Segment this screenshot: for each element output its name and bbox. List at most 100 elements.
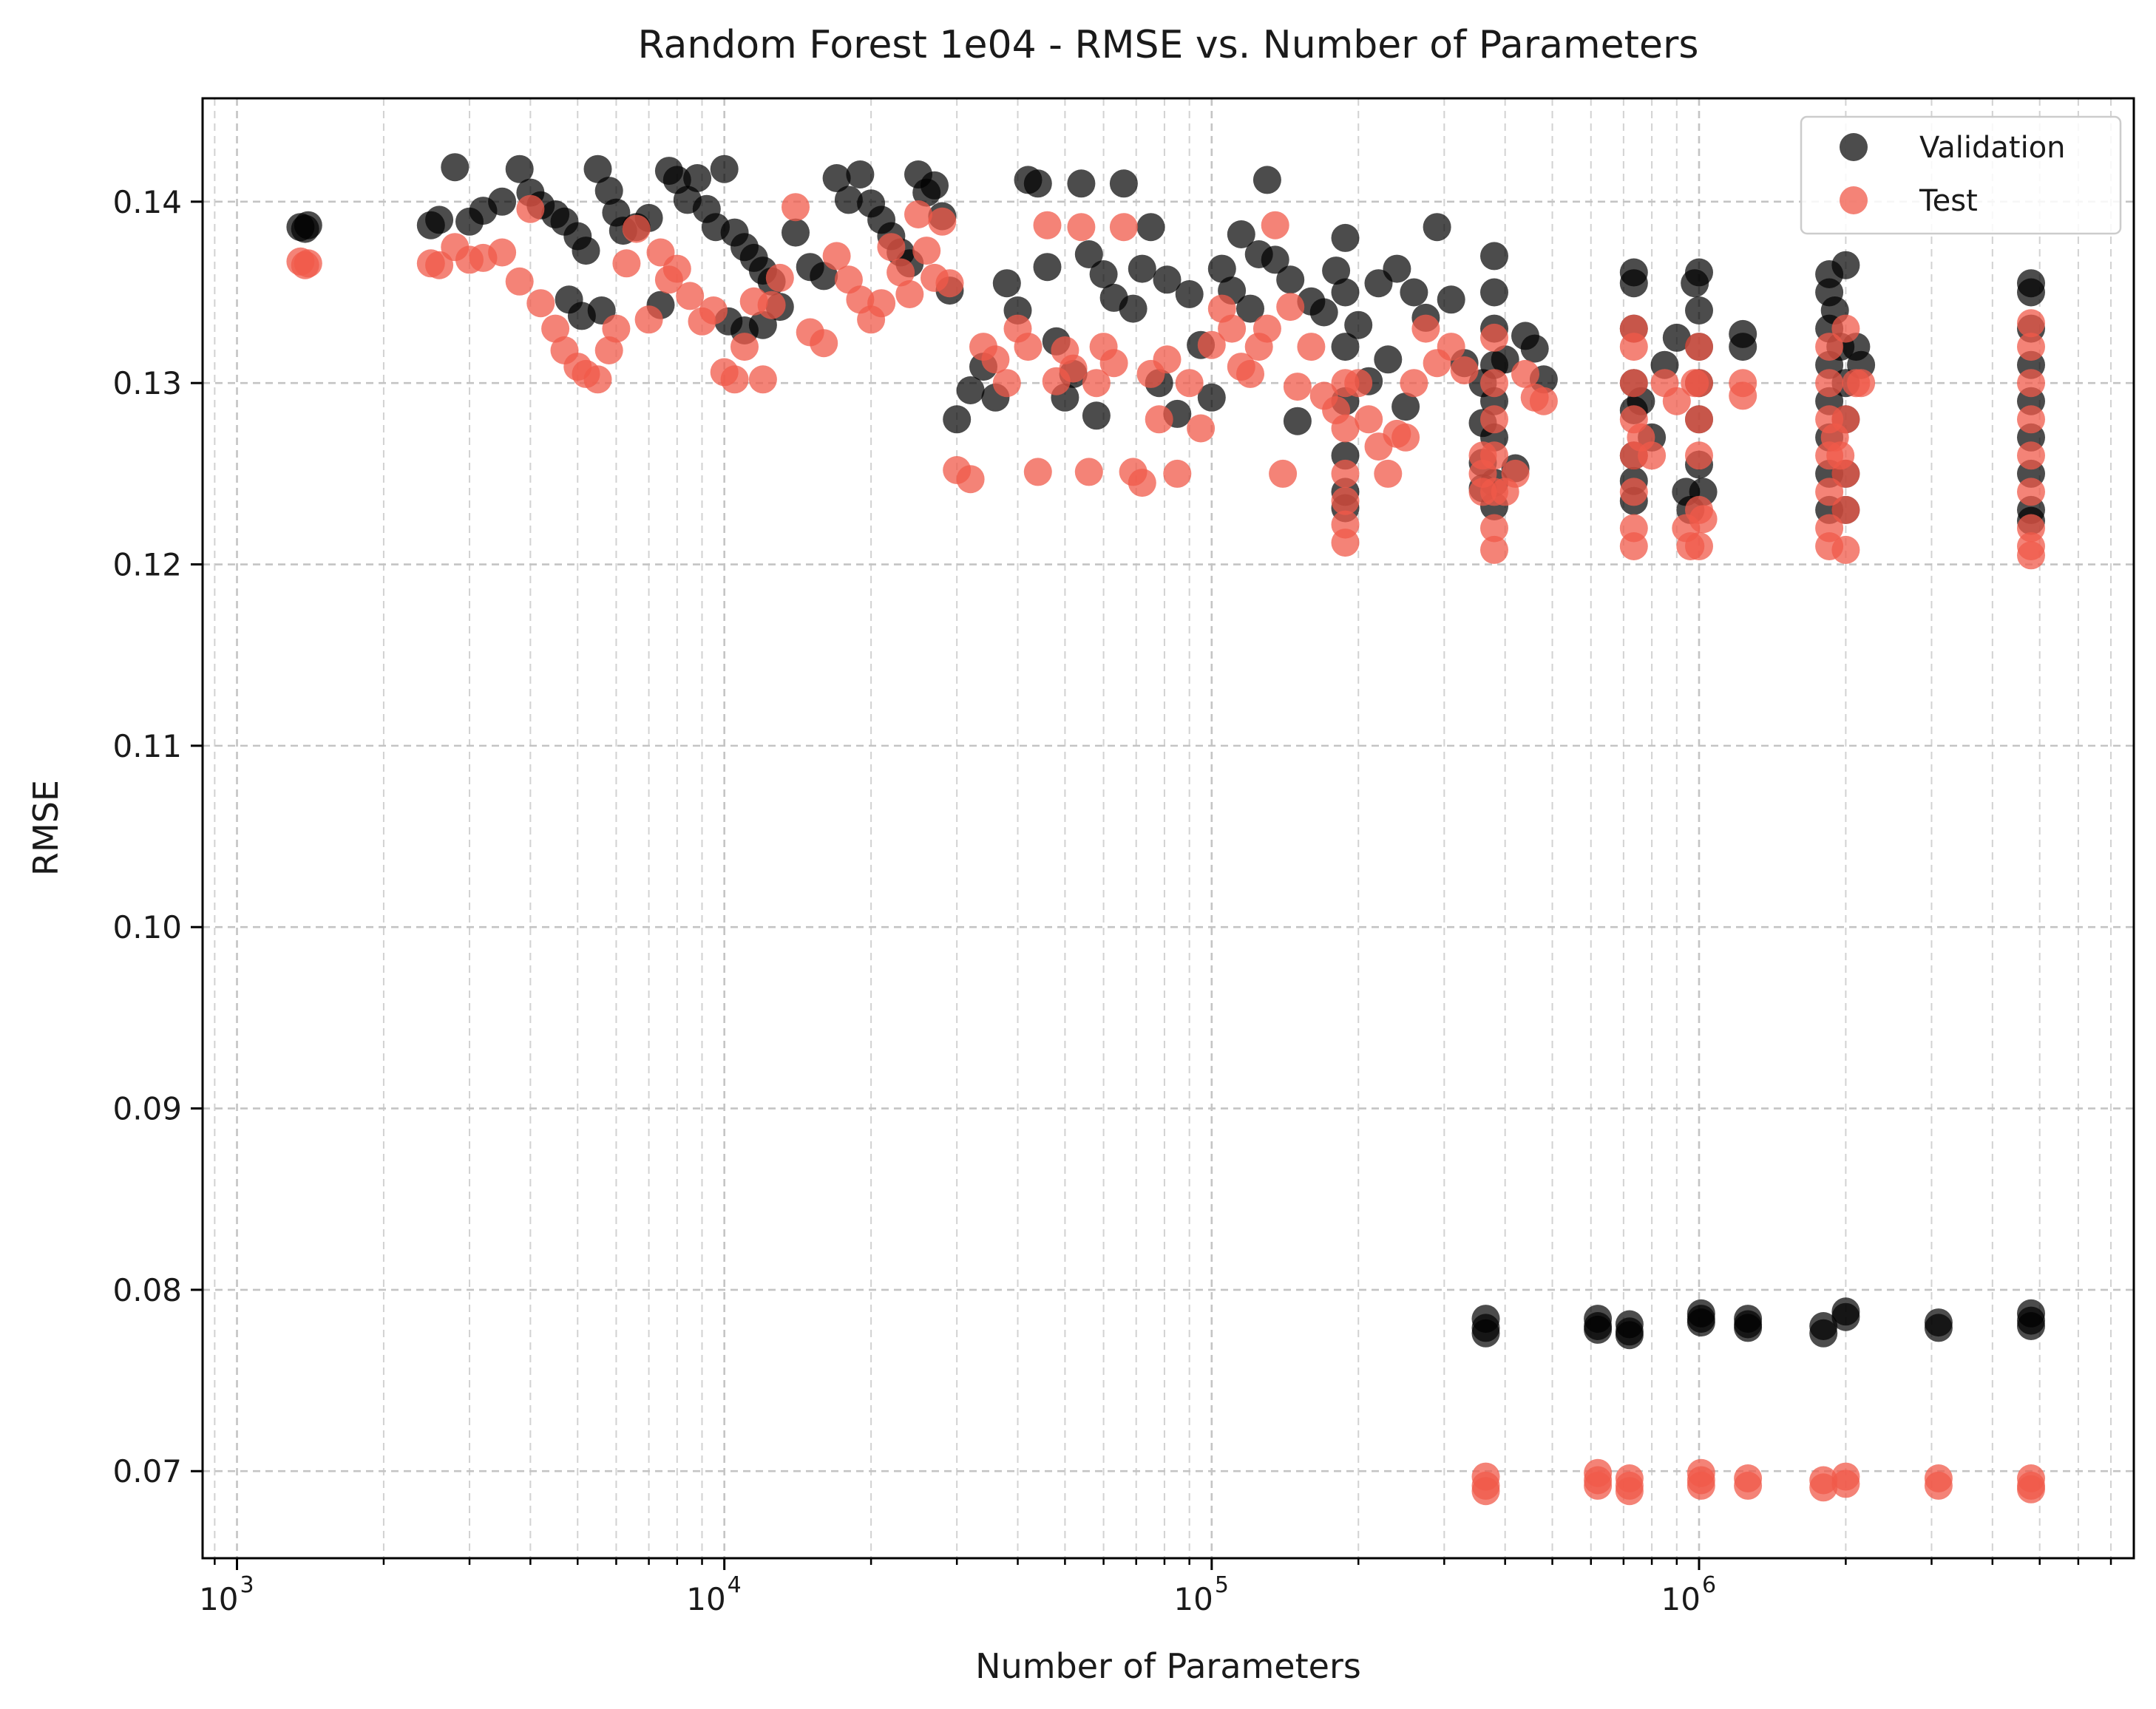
point-test [928, 207, 957, 236]
point-validation [1662, 323, 1691, 352]
point-test [1391, 423, 1420, 452]
point-test [699, 296, 728, 325]
point-validation [1471, 1319, 1500, 1348]
point-validation [834, 186, 863, 214]
point-test [1480, 514, 1508, 543]
x-tick-label-exponent: 4 [728, 1572, 742, 1598]
x-tick-label: 10 6 [1661, 1572, 1717, 1617]
point-validation [572, 237, 600, 265]
point-test [1023, 458, 1052, 486]
point-test [1619, 369, 1648, 398]
x-tick-label: 10 4 [686, 1572, 742, 1617]
point-test [583, 365, 612, 394]
point-test [992, 369, 1021, 398]
point-test [867, 289, 896, 318]
point-validation [1136, 213, 1165, 242]
point-test [1689, 505, 1718, 534]
x-tick-label-base: 10 [686, 1581, 725, 1617]
point-test [425, 251, 454, 279]
legend: Validation Test [1800, 115, 2122, 235]
point-test [1163, 459, 1192, 488]
point-test [1175, 369, 1204, 398]
point-validation [1520, 334, 1549, 363]
point-test [1331, 529, 1360, 557]
point-validation [1074, 240, 1103, 268]
point-validation [822, 164, 851, 192]
series-test [286, 193, 2045, 1506]
point-test [2017, 478, 2045, 506]
point-validation [488, 187, 517, 216]
point-test [1374, 459, 1403, 488]
point-test [622, 214, 651, 243]
point-test [1815, 478, 1844, 506]
point-validation [1729, 333, 1757, 361]
point-validation [1383, 254, 1411, 283]
point-test [782, 193, 810, 222]
point-test [1809, 1473, 1838, 1502]
point-test [877, 233, 906, 262]
point-test [1687, 1471, 1715, 1500]
point-validation [1331, 223, 1360, 252]
point-test [1662, 387, 1691, 415]
y-tick-label: 0.14 [112, 184, 182, 220]
point-test [526, 289, 555, 318]
axis-ticks: 10 3 10 4 10 5 10 60.070.080.090.100.110.120.13… [112, 184, 2112, 1617]
point-test [2017, 541, 2045, 570]
point-test [1450, 356, 1479, 384]
point-test [895, 280, 924, 308]
point-test [1082, 369, 1111, 398]
point-test [1619, 478, 1648, 506]
point-test [1331, 459, 1360, 488]
point-validation [1309, 298, 1338, 327]
point-validation [1067, 169, 1096, 198]
x-axis-title: Number of Parameters [975, 1646, 1361, 1686]
point-test [1831, 495, 1860, 524]
point-validation [810, 262, 838, 291]
point-test [2017, 369, 2045, 398]
point-test [1400, 369, 1428, 398]
point-test [1619, 333, 1648, 361]
point-validation [1831, 1302, 1860, 1331]
point-validation [583, 154, 612, 183]
point-test [291, 251, 319, 279]
point-test [1480, 441, 1508, 470]
point-test [1355, 405, 1383, 434]
point-test [1511, 359, 1539, 388]
point-validation [2017, 1312, 2045, 1340]
point-test [1831, 459, 1860, 488]
point-test [822, 242, 851, 271]
point-validation [1615, 1321, 1644, 1350]
point-validation [1276, 265, 1305, 294]
plot-frame [201, 97, 2135, 1560]
point-validation [992, 269, 1021, 298]
point-test [904, 200, 932, 228]
point-validation [1207, 254, 1236, 283]
point-validation [1331, 278, 1360, 307]
point-test [594, 336, 623, 364]
y-tick-label: 0.10 [112, 909, 182, 945]
point-test [730, 333, 759, 361]
point-test [634, 305, 663, 334]
point-test [1831, 405, 1860, 434]
x-tick-label-exponent: 6 [1702, 1572, 1716, 1598]
point-test [1831, 1470, 1860, 1498]
point-test [1297, 333, 1326, 361]
point-test [1619, 532, 1648, 560]
point-validation [1082, 401, 1111, 430]
point-validation [1491, 345, 1519, 374]
point-validation [1924, 1314, 1953, 1342]
point-test [1685, 405, 1713, 434]
legend-box [1800, 115, 2122, 235]
point-validation [425, 205, 454, 234]
point-test [1252, 314, 1281, 343]
point-test [1099, 349, 1128, 378]
point-validation [1322, 256, 1351, 285]
point-test [2017, 1475, 2045, 1504]
point-validation [1687, 1308, 1715, 1337]
point-validation [1109, 169, 1138, 198]
point-test [2017, 309, 2045, 338]
point-test [1615, 1477, 1644, 1506]
x-tick-label: 10 5 [1173, 1572, 1229, 1617]
